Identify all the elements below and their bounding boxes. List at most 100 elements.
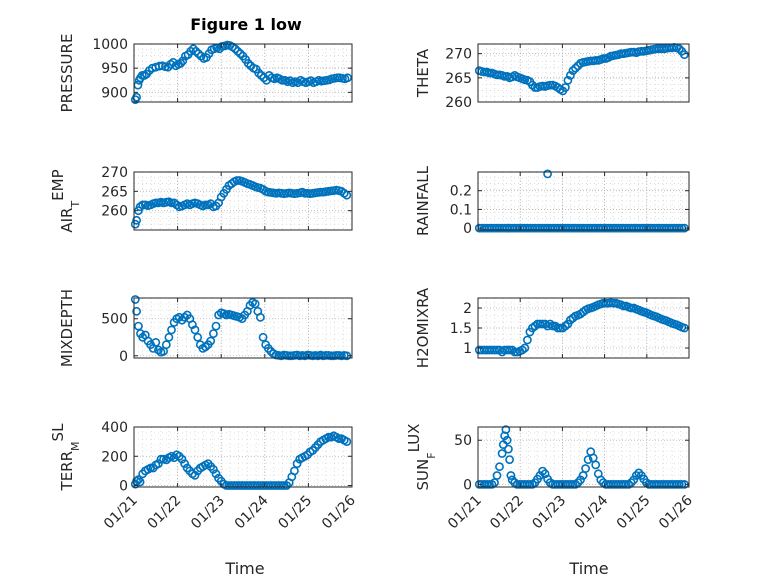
data-point	[523, 335, 532, 345]
data-point	[188, 44, 198, 54]
data-point	[151, 337, 161, 347]
y-tick-label: 0.2	[450, 184, 472, 200]
data-point	[535, 319, 545, 329]
figure-title: Figure 1 low	[190, 15, 302, 34]
data-point	[132, 306, 141, 316]
data-point	[289, 466, 299, 476]
data-point	[167, 198, 176, 208]
x-tick-label: 01/24	[232, 492, 272, 532]
subplot-terr: 0 200 400 01/21 01/22 01/23 01/24 01/25 01/26 TER…	[49, 420, 359, 532]
data-point	[130, 295, 140, 304]
axes-box	[477, 426, 690, 488]
data-point	[132, 215, 141, 225]
y-tick-label: 0	[463, 477, 472, 493]
data-point	[581, 464, 590, 473]
data-point	[177, 454, 187, 464]
axes-box	[133, 43, 353, 103]
data-point	[135, 477, 145, 487]
subplot-rainfall: 0 0.1 0.2 RAINFALL	[414, 165, 690, 237]
subplot-pressure: 900 950 1000 PRESSURE	[58, 34, 353, 113]
y-axis-label: AIRTEMP	[49, 169, 82, 232]
data-point	[243, 58, 253, 68]
data-point	[178, 56, 188, 66]
y-tick-label: 500	[101, 312, 128, 328]
x-tick-label: 01/26	[319, 492, 359, 532]
data-point	[211, 469, 221, 479]
data-point	[235, 49, 245, 59]
x-tick-label: 01/21	[101, 493, 141, 533]
y-tick-label: 900	[101, 85, 128, 101]
data-point	[674, 44, 684, 54]
y-tick-label: 50	[454, 433, 472, 449]
y-axis-label: PRESSURE	[58, 34, 76, 113]
y-tick-label: 2	[463, 301, 472, 317]
y-tick-label: 265	[101, 184, 128, 200]
y-tick-label: 0	[119, 349, 128, 365]
subplot-air: 260 265 270 AIRTEMP	[49, 165, 353, 233]
axes-box	[477, 43, 690, 103]
data-point	[180, 459, 189, 468]
data-point	[502, 435, 512, 445]
data-point	[250, 299, 260, 309]
x-tick-label: 01/21	[445, 493, 485, 533]
data-point	[190, 325, 200, 335]
data-point	[132, 476, 141, 486]
x-tick-label: 01/23	[188, 493, 228, 533]
y-tick-label: 1	[463, 341, 472, 357]
data-point	[342, 437, 352, 446]
y-axis-label: THETA	[414, 48, 432, 98]
x-tick-label: 01/25	[275, 493, 315, 533]
data-point	[506, 471, 516, 480]
data-point	[680, 50, 689, 59]
y-tick-label: 0.1	[450, 202, 472, 218]
data-point	[543, 169, 552, 179]
data-point	[164, 332, 174, 342]
data-point	[631, 471, 641, 480]
data-point	[233, 46, 243, 56]
y-axis-label: MIXDEPTH	[58, 289, 76, 367]
y-tick-label: 1.5	[450, 321, 472, 337]
y-tick-label: 270	[101, 165, 128, 181]
data-point	[156, 454, 166, 464]
data-point	[576, 475, 585, 485]
data-point	[505, 455, 514, 464]
x-axis-label-left: Time	[224, 559, 264, 578]
axes-box	[133, 171, 353, 231]
data-point	[334, 434, 344, 444]
data-point	[258, 332, 268, 342]
data-point	[133, 321, 143, 331]
data-point	[208, 464, 218, 474]
data-point	[193, 332, 203, 342]
data-point	[505, 345, 514, 355]
data-point	[598, 54, 608, 63]
x-tick-label: 01/26	[656, 492, 696, 532]
data-point	[254, 68, 264, 78]
subplot-mixdepth: 0 500 MIXDEPTH	[58, 289, 353, 367]
data-point	[583, 455, 593, 464]
data-point	[276, 481, 286, 490]
y-tick-label: 0	[119, 479, 128, 495]
y-tick-label: 950	[101, 61, 128, 77]
y-axis-label: SUNFLUX	[405, 424, 438, 491]
data-point	[591, 460, 601, 470]
y-tick-label: 200	[101, 449, 128, 465]
y-tick-label: 270	[445, 47, 472, 63]
plot-area	[478, 172, 689, 230]
y-tick-label: 0	[463, 221, 472, 237]
data-point	[208, 329, 218, 338]
data-point	[566, 71, 575, 80]
data-point	[629, 475, 639, 485]
x-tick-label: 01/22	[487, 493, 527, 533]
subplot-sun: 0 50 01/21 01/22 01/23 01/24 01/25 01/26 SUNFLUX	[405, 424, 696, 533]
data-point	[520, 343, 530, 353]
y-tick-label: 260	[445, 95, 472, 111]
axes-box	[133, 426, 353, 488]
data-point	[130, 219, 140, 229]
data-point	[492, 471, 502, 480]
subplot-h2omixra: 1 1.5 2 H2OMIXRA	[414, 287, 690, 368]
data-point	[255, 312, 265, 322]
data-point	[201, 200, 210, 210]
data-point	[232, 176, 242, 185]
